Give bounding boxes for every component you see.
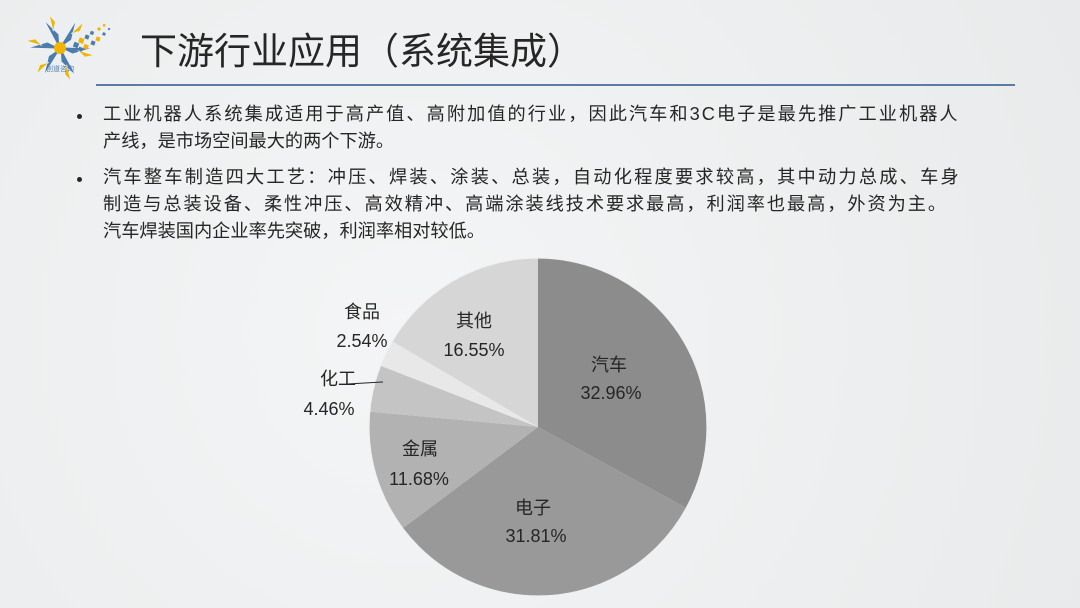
svg-text:其他: 其他 (456, 311, 492, 331)
svg-text:16.55%: 16.55% (443, 340, 504, 360)
svg-text:电子: 电子 (515, 498, 551, 518)
svg-text:金属: 金属 (402, 439, 438, 459)
svg-text:31.81%: 31.81% (505, 526, 566, 546)
svg-text:化工: 化工 (320, 369, 356, 389)
svg-text:2.54%: 2.54% (336, 331, 387, 351)
svg-text:11.68%: 11.68% (389, 469, 449, 489)
svg-text:32.96%: 32.96% (580, 383, 641, 403)
svg-text:食品: 食品 (344, 302, 380, 322)
svg-text:汽车: 汽车 (591, 355, 627, 375)
svg-text:4.46%: 4.46% (303, 399, 354, 419)
